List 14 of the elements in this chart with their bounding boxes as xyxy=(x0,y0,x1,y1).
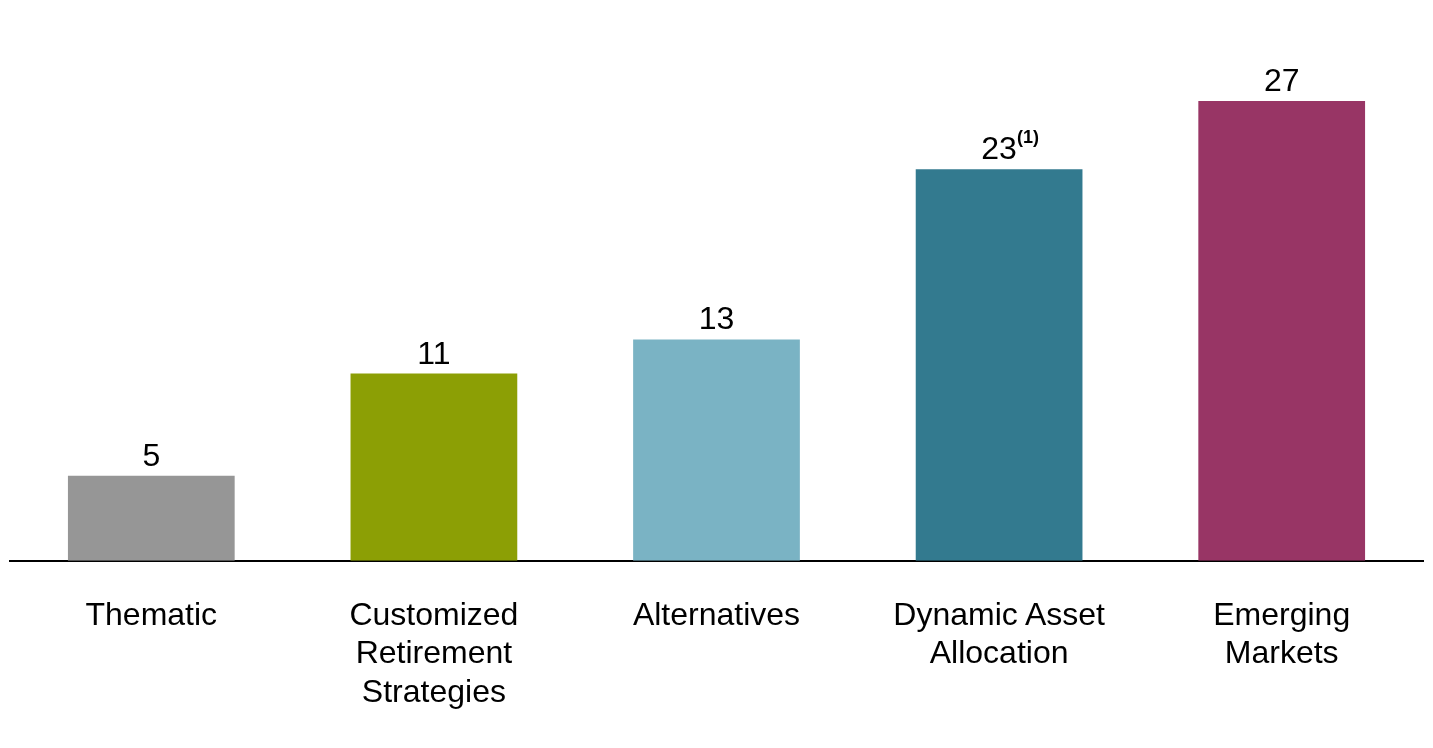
data-label: 11 xyxy=(417,334,451,371)
bar xyxy=(915,169,1083,561)
bar xyxy=(350,373,518,561)
x-tick-label: Thematic xyxy=(85,595,218,632)
data-label: 5 xyxy=(142,436,161,473)
bar xyxy=(1198,101,1366,561)
x-tick-label: Customized Retirement Strategies xyxy=(349,595,519,709)
x-tick-label: Emerging Markets xyxy=(1213,595,1351,671)
x-tick-label: Dynamic Asset Allocation xyxy=(893,595,1106,671)
data-label: 13 xyxy=(698,300,735,337)
bar xyxy=(67,475,235,561)
bar xyxy=(633,339,800,561)
data-label: 27 xyxy=(1263,62,1300,99)
x-tick-label: Alternatives xyxy=(632,595,801,632)
